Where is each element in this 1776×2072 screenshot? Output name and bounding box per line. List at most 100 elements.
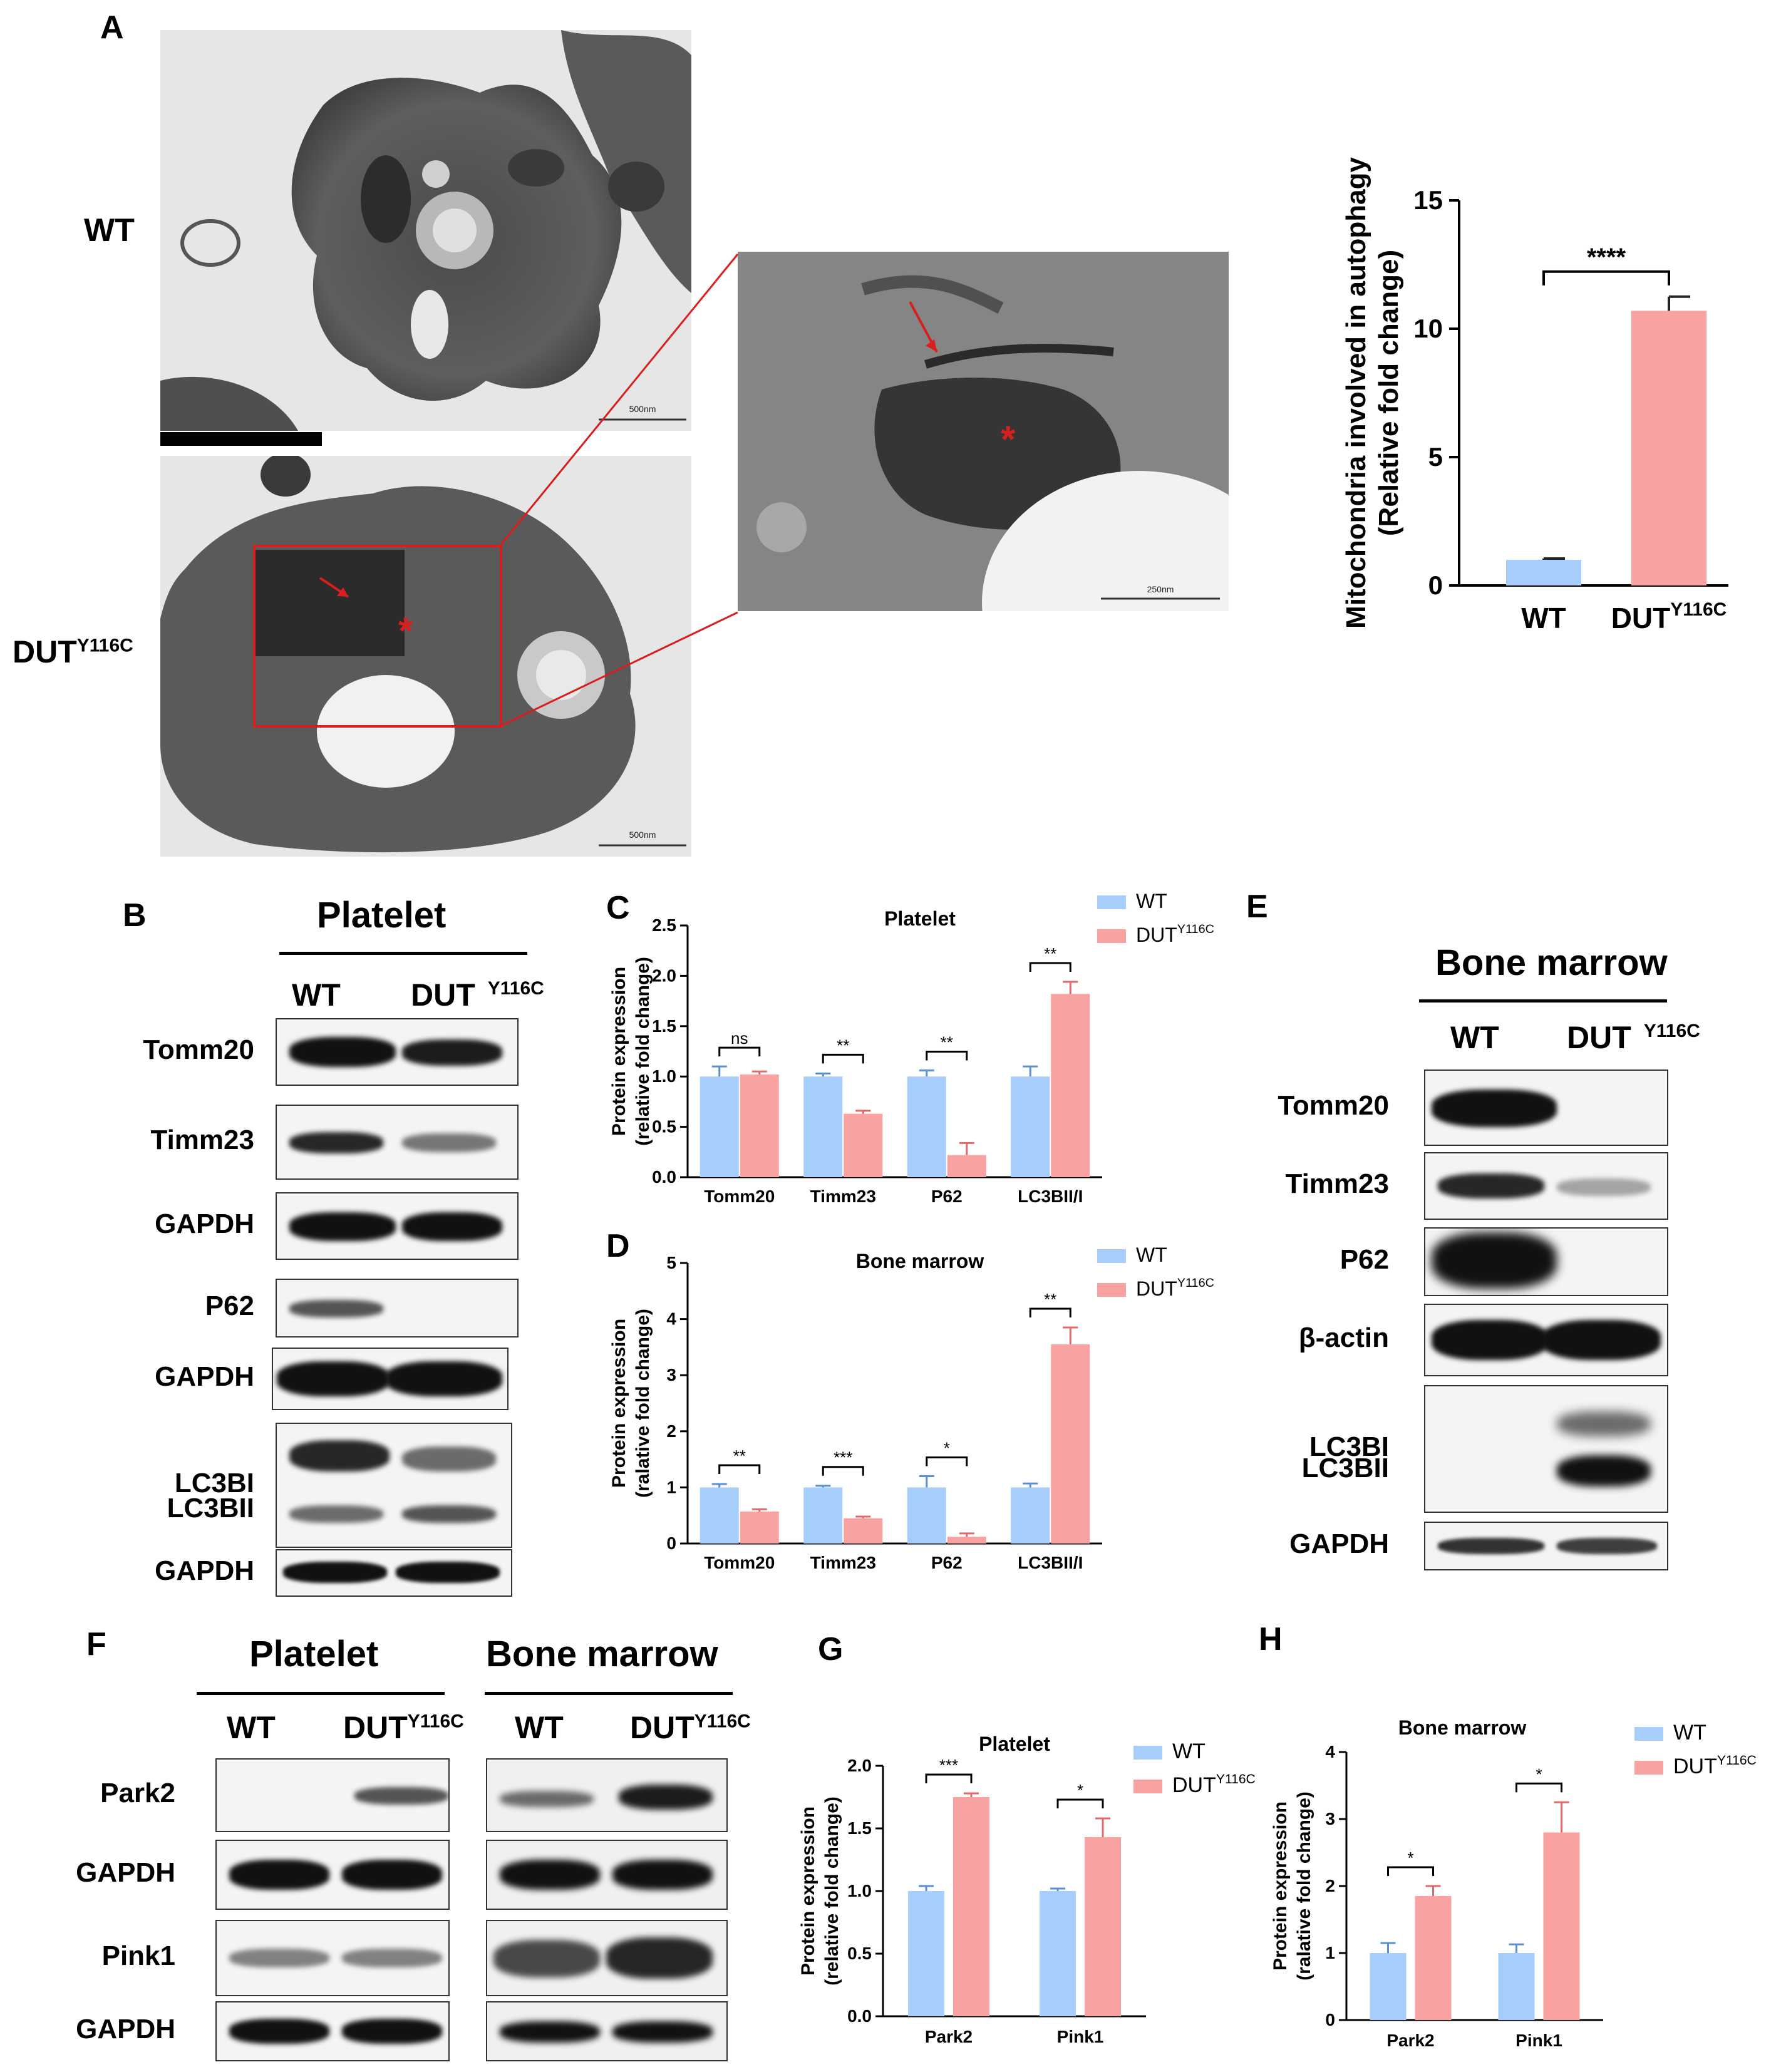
row-label-mut-text: DUT — [13, 634, 77, 669]
chart-d-bone-marrow: 0 1 2 3 4 5 Bone marrow Protein expression (rala… — [609, 1244, 1214, 1572]
blot-e-row-5-band — [1557, 1455, 1651, 1487]
x-tick-label: WT — [1521, 602, 1566, 634]
blot-e-row-4-label: β-actin — [1298, 1322, 1389, 1353]
bar — [740, 1511, 779, 1544]
bar — [953, 1797, 989, 2016]
micrograph-zoom: * 250nm — [738, 252, 1229, 611]
blot-f-left-row-3-band — [342, 1949, 442, 1967]
significance-bracket — [926, 1051, 968, 1061]
x-tick-label: Timm23 — [810, 1553, 876, 1572]
significance-bracket — [1029, 962, 1071, 972]
y-axis-label-2: (relative fold change) — [822, 1796, 842, 1986]
y-tick-label: 5 — [1428, 442, 1443, 472]
blot-e-row-3-label: P62 — [1340, 1244, 1389, 1275]
blot-f-right-row-4-band — [612, 2021, 713, 2043]
y-tick-label: 0.5 — [652, 1117, 676, 1137]
y-axis-label: Protein expression — [1271, 1801, 1291, 1971]
bar — [1051, 1344, 1090, 1544]
blot-b-title-line — [279, 952, 527, 955]
blot-b-title: Platelet — [317, 895, 447, 935]
bar — [907, 1076, 946, 1177]
blot-f-right-row-4-band-box — [486, 2001, 728, 2061]
legend-swatch — [1634, 1761, 1663, 1775]
y-axis-label: Protein expression — [798, 1807, 818, 1976]
legend-swatch — [1634, 1727, 1663, 1741]
bar — [740, 1074, 779, 1177]
y-tick-label: 1 — [666, 1477, 676, 1497]
x-tick-label: P62 — [931, 1553, 963, 1572]
blot-e-col-mut: DUT Y116C — [1567, 1019, 1700, 1056]
y-tick-label: 1.0 — [847, 1881, 872, 1900]
significance-label: * — [1407, 1848, 1413, 1867]
y-tick-label: 0.0 — [847, 2006, 872, 2026]
significance-label: * — [944, 1438, 950, 1457]
blot-e-row-4-band — [1542, 1320, 1661, 1360]
legend-label: WT — [1172, 1740, 1206, 1763]
scale-label-zoom: 250nm — [1147, 584, 1174, 594]
blot-e-row-4-band-box — [1424, 1304, 1668, 1376]
panel-label-g: G — [818, 1631, 844, 1667]
y-tick-label: 1.0 — [652, 1066, 676, 1086]
blot-e-title: Bone marrow — [1435, 942, 1668, 983]
blot-b-row-6-band-box — [276, 1423, 512, 1548]
y-axis-label: Mitochondria involved in autophagy — [1341, 157, 1371, 629]
blot-b-row-2-band-box — [276, 1105, 519, 1180]
legend-label: WT — [1673, 1721, 1706, 1745]
significance-bracket — [822, 1466, 864, 1476]
blot-f-line-left — [197, 1692, 445, 1695]
blot-f-col-mut-right-sup: Y116C — [694, 1711, 751, 1732]
asterisk-mut: * — [398, 610, 413, 652]
blot-b-row-1-label: Tomm20 — [143, 1034, 254, 1065]
legend-swatch — [1097, 929, 1126, 943]
blot-f-right-row-4-band — [500, 2021, 600, 2043]
blot-f-right-row-1-band — [500, 1791, 594, 1807]
blot-b-row-5-band — [386, 1361, 502, 1396]
significance-bracket — [718, 1464, 761, 1475]
y-tick-label: 1.5 — [652, 1016, 676, 1036]
blot-f-left-row-4-band — [229, 2019, 329, 2044]
blot-b-row-2-band — [402, 1133, 496, 1152]
y-axis-label-2: (Relative fold change) — [1373, 250, 1404, 536]
bar — [947, 1155, 986, 1177]
significance-label: ** — [733, 1446, 746, 1465]
y-tick-label: 3 — [666, 1365, 676, 1384]
blot-b-row-1-band — [289, 1037, 396, 1067]
blot-b-col-mut: DUT Y116C — [411, 977, 544, 1013]
panel-label-f: F — [86, 1626, 106, 1662]
scale-label-wt: 500nm — [629, 404, 656, 414]
blot-b-row-6-band — [402, 1446, 496, 1472]
blot-b-row-4-label: P62 — [205, 1291, 254, 1321]
bar — [803, 1487, 843, 1544]
significance-bracket — [1542, 270, 1670, 286]
blot-f-left-row-2-band-box — [215, 1840, 450, 1910]
panel-label-c: C — [606, 890, 630, 926]
blot-e-row-7-band — [1557, 1538, 1657, 1554]
blot-e-row-3-band — [1432, 1232, 1557, 1289]
blot-f-col-mut-left-text: DUT — [343, 1710, 408, 1745]
legend-label: DUTY116C — [1673, 1753, 1757, 1778]
y-tick-label: 4 — [1325, 1742, 1335, 1761]
blot-b-row-8-band — [396, 1562, 500, 1583]
y-tick-label: 5 — [666, 1253, 676, 1272]
panel-label-b: B — [123, 897, 147, 934]
blot-b-row-2-band — [289, 1132, 383, 1153]
significance-label: ** — [941, 1033, 953, 1052]
panel-label-a: A — [100, 9, 124, 46]
bar — [908, 1891, 944, 2016]
blot-f-col-mut-right: DUTY116C — [630, 1709, 751, 1746]
significance-label: *** — [939, 1756, 958, 1775]
blot-e-row-5-band-box — [1424, 1385, 1668, 1513]
significance-bracket — [925, 1773, 973, 1783]
bar — [907, 1487, 946, 1544]
significance-label: **** — [1587, 244, 1626, 271]
scale-label-mut: 500nm — [629, 830, 656, 840]
blot-b-row-5-label: GAPDH — [155, 1361, 254, 1392]
y-axis-label-2: (ralative fold change) — [1294, 1791, 1314, 1981]
blot-b-row-6-band — [289, 1440, 390, 1472]
blot-e-row-5-band — [1557, 1411, 1651, 1436]
blot-b-row-6-band — [289, 1505, 383, 1523]
chart-g-platelet: 0.0 0.5 1.0 1.5 2.0 Platelet Protein expressio… — [798, 1733, 1256, 2046]
blot-e-row-5-label: LC3BI — [1309, 1431, 1389, 1462]
blot-f-title-right: Bone marrow — [486, 1634, 718, 1674]
y-tick-label: 0 — [1428, 570, 1443, 600]
